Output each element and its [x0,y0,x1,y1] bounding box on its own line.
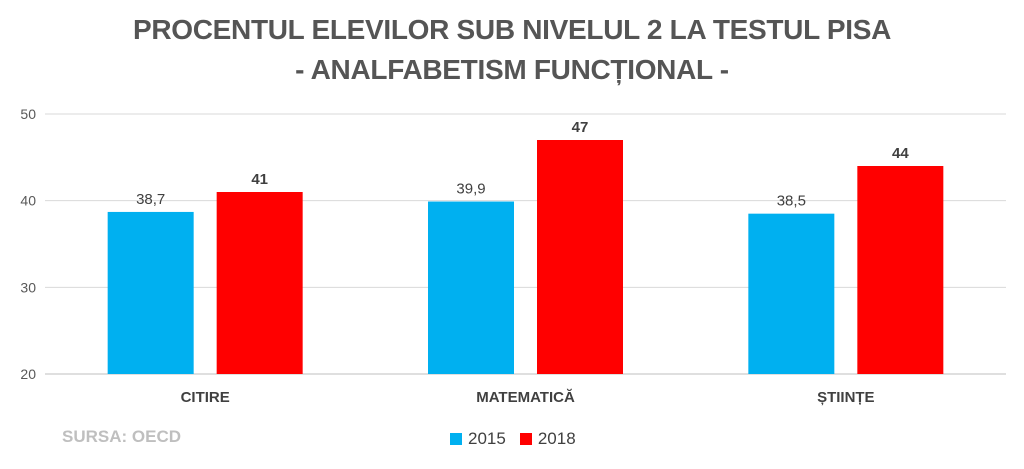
legend-swatch-2018 [519,433,532,445]
data-label-2015-2: 39,9 [456,181,485,198]
data-label-2015-3: 38,5 [777,193,806,210]
chart-title: PROCENTUL ELEVILOR SUB NIVELUL 2 LA TEST… [132,14,892,45]
bar-2015-1 [107,211,194,374]
legend-item-2018: 2018 [519,429,576,449]
y-tick-label-20: 20 [20,366,36,382]
bar-2018-3 [857,166,944,374]
legend-label-2015: 2015 [468,429,506,448]
data-label-2018-1: 41 [251,171,268,188]
bar-2015-2 [428,201,514,374]
bar-2018-1 [216,192,303,374]
x-tick-label-2: MATEMATICĂ [476,389,575,406]
x-tick-label-3: ȘTIINȚE [817,389,875,406]
chart-subtitle: - ANALFABETISM FUNCȚIONAL - [295,54,729,85]
legend: 2015 2018 [450,429,590,449]
bar-2015-3 [748,213,835,374]
y-tick-label-40: 40 [20,193,36,209]
data-label-2018-2: 47 [572,119,589,136]
y-tick-label-50: 50 [20,106,36,122]
bar-2018-2 [537,140,623,374]
x-tick-label-1: CITIRE [181,389,230,406]
data-label-2018-3: 44 [892,145,909,162]
source-note: SURSA: OECD [62,427,182,446]
legend-swatch-2015 [450,433,462,445]
data-label-2015-1: 38,7 [136,191,165,208]
legend-label-2018: 2018 [537,429,576,448]
y-tick-label-30: 30 [20,279,36,295]
legend-item-2015: 2015 [450,429,506,449]
